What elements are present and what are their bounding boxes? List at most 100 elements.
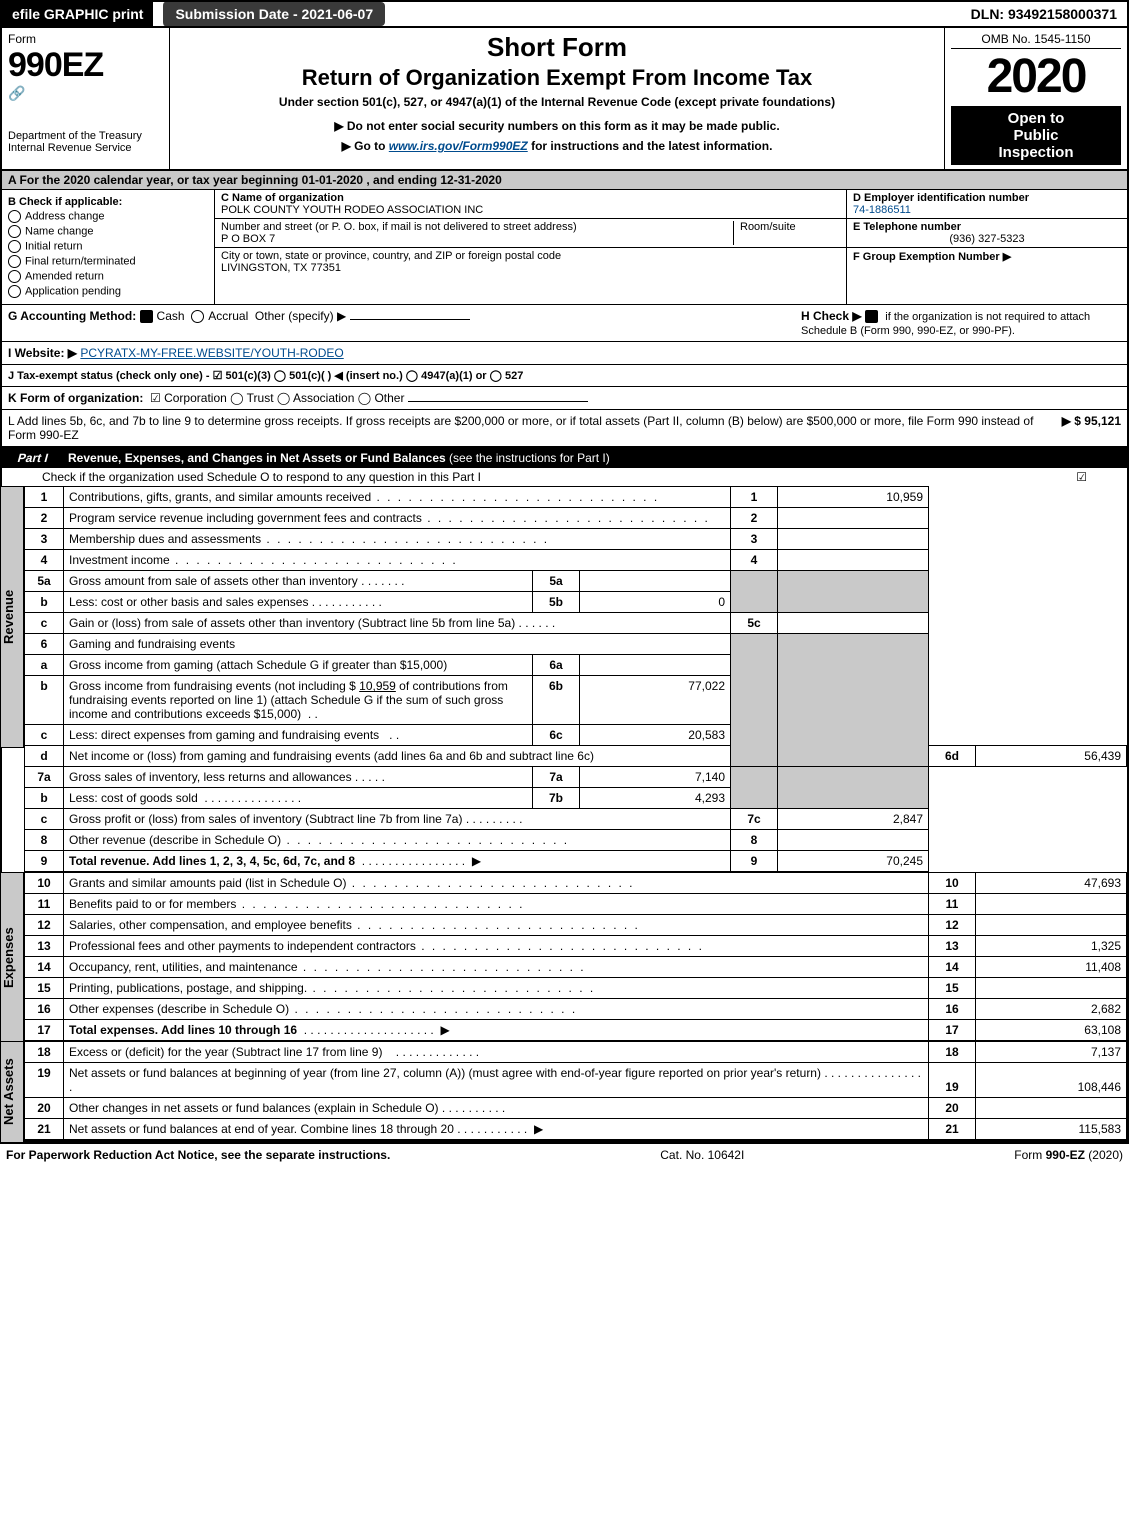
line-19: 19Net assets or fund balances at beginni… (25, 1063, 1127, 1098)
line-6: 6Gaming and fundraising events (25, 634, 1127, 655)
lines-wrapper: Revenue 1Contributions, gifts, grants, a… (2, 486, 1127, 872)
open-l2: Public (953, 127, 1119, 144)
k-label: K Form of organization: (8, 391, 143, 405)
cat-no: Cat. No. 10642I (660, 1148, 744, 1162)
open-l3: Inspection (953, 144, 1119, 161)
other-specify-blank[interactable] (350, 319, 470, 320)
l-text: L Add lines 5b, 6c, and 7b to line 9 to … (8, 414, 1062, 442)
irs-link[interactable]: www.irs.gov/Form990EZ (389, 139, 528, 153)
row-l: L Add lines 5b, 6c, and 7b to line 9 to … (2, 409, 1127, 446)
netassets-table: 18Excess or (deficit) for the year (Subt… (24, 1041, 1127, 1140)
k-other-blank[interactable] (408, 401, 588, 402)
accrual-radio[interactable] (191, 310, 204, 323)
row-a-taxyear: A For the 2020 calendar year, or tax yea… (2, 171, 1127, 190)
do-not-enter: ▶ Do not enter social security numbers o… (178, 119, 936, 133)
arrow-icon: ▶ (440, 1023, 449, 1037)
netassets-tab: Net Assets (0, 1041, 24, 1143)
line-10: 10Grants and similar amounts paid (list … (25, 873, 1127, 894)
part-i-subtext: Check if the organization used Schedule … (42, 470, 481, 484)
row-k: K Form of organization: ☑ Corporation ◯ … (2, 386, 1127, 409)
line-7b: bLess: cost of goods sold . . . . . . . … (25, 788, 1127, 809)
open-l1: Open to (953, 110, 1119, 127)
d-label: D Employer identification number (853, 192, 1029, 204)
line-5c: cGain or (loss) from sale of assets othe… (25, 613, 1127, 634)
line-14: 14Occupancy, rent, utilities, and mainte… (25, 957, 1127, 978)
line-11: 11Benefits paid to or for members11 (25, 894, 1127, 915)
l-amount: ▶ $ 95,121 (1062, 414, 1121, 442)
h-label: H Check ▶ (801, 309, 862, 323)
header-mid: Short Form Return of Organization Exempt… (170, 28, 945, 169)
b-application-pending[interactable]: Application pending (8, 285, 208, 298)
schedule-o-check[interactable]: ☑ (1076, 470, 1087, 484)
row-j: J Tax-exempt status (check only one) - ☑… (2, 364, 1127, 386)
top-bar: efile GRAPHIC print Submission Date - 20… (0, 0, 1129, 28)
form-word: Form (8, 32, 163, 46)
part-i: Part I Revenue, Expenses, and Changes in… (0, 448, 1129, 1142)
c-name-row: C Name of organization POLK COUNTY YOUTH… (215, 190, 846, 219)
cash-checkbox[interactable] (140, 310, 153, 323)
j-text: J Tax-exempt status (check only one) - ☑… (8, 370, 523, 382)
line-4: 4Investment income4 (25, 550, 1127, 571)
open-to-public: Open to Public Inspection (951, 106, 1121, 165)
expenses-table: 10Grants and similar amounts paid (list … (24, 872, 1127, 1041)
box-c: C Name of organization POLK COUNTY YOUTH… (215, 190, 846, 304)
revenue-block: 1Contributions, gifts, grants, and simil… (2, 486, 1127, 872)
line-15: 15Printing, publications, postage, and s… (25, 978, 1127, 999)
b-address-change[interactable]: Address change (8, 210, 208, 223)
line-7c: cGross profit or (loss) from sales of in… (25, 809, 1127, 830)
box-b-title: B Check if applicable: (8, 196, 208, 208)
org-name: POLK COUNTY YOUTH RODEO ASSOCIATION INC (221, 204, 483, 216)
c-city-row: City or town, state or province, country… (215, 248, 846, 276)
line-17: 17Total expenses. Add lines 10 through 1… (25, 1020, 1127, 1041)
irs-label: Internal Revenue Service (8, 142, 163, 154)
part-i-header: Part I Revenue, Expenses, and Changes in… (2, 448, 1127, 468)
line-1: 1Contributions, gifts, grants, and simil… (25, 487, 1127, 508)
box-def: D Employer identification number 74-1886… (846, 190, 1127, 304)
submission-date-pill: Submission Date - 2021-06-07 (161, 2, 385, 26)
header-right: OMB No. 1545-1150 2020 Open to Public In… (945, 28, 1127, 169)
line-13: 13Professional fees and other payments t… (25, 936, 1127, 957)
header-left: Form 990EZ 🔗 Department of the Treasury … (2, 28, 170, 169)
page-footer: For Paperwork Reduction Act Notice, see … (0, 1142, 1129, 1166)
line-21: 21Net assets or fund balances at end of … (25, 1119, 1127, 1140)
line-6b: bGross income from fundraising events (n… (25, 676, 1127, 725)
dln-label: DLN: 93492158000371 (961, 2, 1127, 26)
b-name-change[interactable]: Name change (8, 225, 208, 238)
h-check: H Check ▶ if the organization is not req… (801, 309, 1121, 337)
short-form-title: Short Form (178, 32, 936, 63)
goto-pre: ▶ Go to (342, 139, 389, 153)
g-accounting: G Accounting Method: Cash Accrual Other … (8, 309, 470, 337)
c-addr-row: Number and street (or P. O. box, if mail… (215, 219, 846, 248)
f-group-row: F Group Exemption Number ▶ (847, 248, 1127, 265)
line-12: 12Salaries, other compensation, and empl… (25, 915, 1127, 936)
b-final-return[interactable]: Final return/terminated (8, 255, 208, 268)
accrual-label: Accrual (208, 309, 248, 323)
e-phone-row: E Telephone number (936) 327-5323 (847, 219, 1127, 248)
h-checkbox[interactable] (865, 310, 878, 323)
b-initial-return[interactable]: Initial return (8, 240, 208, 253)
phone-value: (936) 327-5323 (853, 233, 1121, 245)
e-label: E Telephone number (853, 221, 961, 233)
line-5b: bLess: cost or other basis and sales exp… (25, 592, 1127, 613)
b-amended-return[interactable]: Amended return (8, 270, 208, 283)
efile-print-label[interactable]: efile GRAPHIC print (2, 2, 153, 26)
under-section: Under section 501(c), 527, or 4947(a)(1)… (178, 95, 936, 109)
d-ein-row: D Employer identification number 74-1886… (847, 190, 1127, 219)
room-label: Room/suite (740, 221, 796, 233)
arrow-icon: ▶ (472, 854, 481, 868)
line-6c: cLess: direct expenses from gaming and f… (25, 725, 1127, 746)
addr-label: Number and street (or P. O. box, if mail… (221, 221, 577, 233)
form-ref: Form 990-EZ (2020) (1014, 1148, 1123, 1162)
line-2: 2Program service revenue including gover… (25, 508, 1127, 529)
line-18: 18Excess or (deficit) for the year (Subt… (25, 1042, 1127, 1063)
website-link[interactable]: PCYRATX-MY-FREE.WEBSITE/YOUTH-RODEO (80, 346, 343, 360)
tax-year: 2020 (951, 49, 1121, 104)
i-label: I Website: ▶ (8, 346, 77, 360)
line-6d: dNet income or (loss) from gaming and fu… (25, 746, 1127, 767)
k-opts: ☑ Corporation ◯ Trust ◯ Association ◯ Ot… (150, 391, 404, 405)
line-20: 20Other changes in net assets or fund ba… (25, 1098, 1127, 1119)
line-3: 3Membership dues and assessments3 (25, 529, 1127, 550)
revenue-table: 1Contributions, gifts, grants, and simil… (24, 486, 1127, 872)
org-city: LIVINGSTON, TX 77351 (221, 262, 341, 274)
line-8: 8Other revenue (describe in Schedule O)8 (25, 830, 1127, 851)
